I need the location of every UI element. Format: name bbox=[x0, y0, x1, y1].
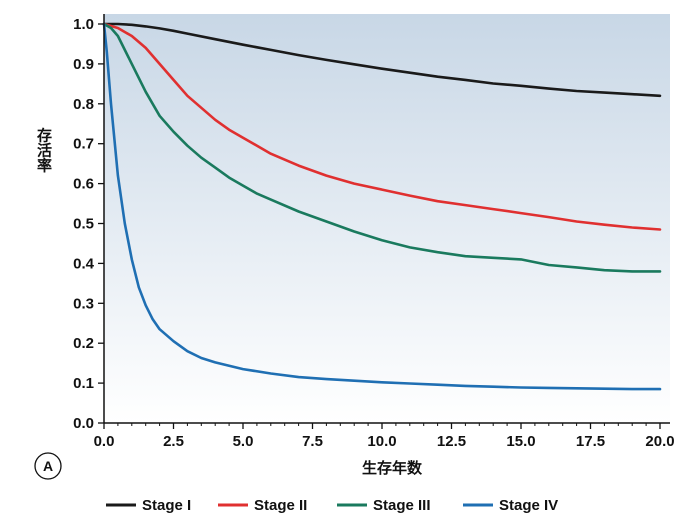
x-axis-title: 生存年数 bbox=[362, 459, 423, 477]
legend-label: Stage I bbox=[142, 497, 191, 514]
y-tick-label: 0.2 bbox=[73, 335, 94, 352]
y-tick-label: 0.1 bbox=[73, 375, 94, 392]
series-line-stage-i bbox=[102, 22, 662, 98]
x-tick-label: 12.5 bbox=[437, 433, 466, 450]
y-tick-label: 0.0 bbox=[73, 415, 94, 432]
legend: Stage I Stage II Stage III Stage IV bbox=[106, 497, 558, 514]
legend-label: Stage III bbox=[373, 497, 431, 514]
y-tick-label: 0.5 bbox=[73, 216, 94, 233]
y-tick-label: 0.6 bbox=[73, 176, 94, 193]
x-ticks: 0.0 2.5 5.0 7.5 10.0 12.5 15.0 17.5 20.0 bbox=[94, 423, 675, 450]
y-tick-label: 0.4 bbox=[73, 255, 95, 272]
y-tick-label: 0.3 bbox=[73, 295, 94, 312]
x-tick-label: 10.0 bbox=[367, 433, 396, 450]
series-line-stage-iv bbox=[102, 22, 662, 391]
x-tick-label: 5.0 bbox=[233, 433, 254, 450]
series-line-stage-iii bbox=[102, 22, 662, 273]
panel-label-text: A bbox=[43, 458, 53, 474]
y-ticks: 0.0 0.1 0.2 0.3 0.4 0.5 0.6 0.7 0.8 0.9 1.0 bbox=[73, 16, 104, 432]
y-tick-label: 0.9 bbox=[73, 56, 94, 73]
x-tick-label: 15.0 bbox=[506, 433, 535, 450]
legend-label: Stage II bbox=[254, 497, 307, 514]
y-tick-label: 0.7 bbox=[73, 136, 94, 153]
panel-label-circle bbox=[34, 452, 62, 480]
y-tick-label: 1.0 bbox=[73, 16, 94, 33]
series-line-stage-ii bbox=[102, 22, 662, 231]
x-tick-label: 0.0 bbox=[94, 433, 115, 450]
x-tick-label: 2.5 bbox=[163, 433, 184, 450]
legend-label: Stage IV bbox=[499, 497, 558, 514]
x-tick-label: 17.5 bbox=[576, 433, 605, 450]
y-tick-label: 0.8 bbox=[73, 96, 94, 113]
series-layer bbox=[102, 22, 662, 391]
panel-label: A bbox=[34, 452, 62, 480]
plot-background bbox=[104, 14, 670, 423]
x-tick-label: 20.0 bbox=[645, 433, 674, 450]
x-tick-label: 7.5 bbox=[302, 433, 323, 450]
y-axis-title: 存活率 bbox=[35, 127, 53, 174]
